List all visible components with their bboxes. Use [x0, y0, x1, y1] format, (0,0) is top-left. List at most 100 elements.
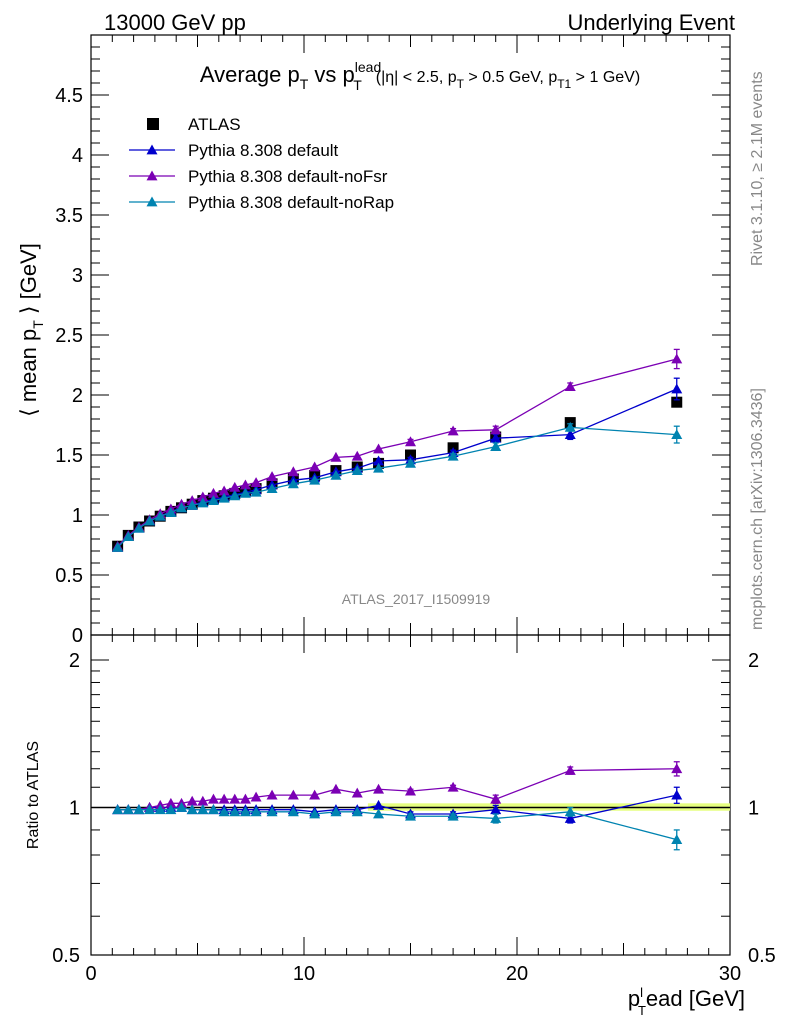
data-point — [287, 466, 299, 477]
data-point — [266, 483, 278, 493]
data-point — [207, 487, 219, 498]
analysis-watermark: ATLAS_2017_I1509919 — [342, 591, 491, 607]
data-point — [309, 461, 321, 472]
data-point — [564, 806, 576, 817]
data-point — [250, 806, 262, 817]
header-left: 13000 GeV pp — [104, 10, 246, 35]
data-point — [229, 481, 241, 492]
y-label-sub: T — [30, 320, 46, 329]
data-point — [287, 478, 299, 489]
data-point — [133, 804, 145, 815]
title-sup-b: lead — [355, 59, 381, 75]
x-tick-label: 0 — [85, 963, 96, 985]
y-tick-label: 4 — [72, 145, 83, 167]
data-point — [207, 495, 219, 505]
tick-labels: 0 10 20 3000.511.522.533.544.50.5 0.51 12 2 — [52, 85, 776, 985]
title-main-b: vs p — [308, 62, 354, 87]
data-point — [239, 479, 251, 490]
ratio-y-tick-label: 0.5 — [52, 945, 80, 967]
series-line — [117, 388, 678, 548]
plot-title: Average pT vs plead T (|η| < 2.5, pT > 0.5… — [200, 59, 640, 93]
ratio-y-tick-label: 2 — [69, 650, 80, 672]
y-tick-label: 2.5 — [55, 325, 83, 347]
data-point — [671, 763, 683, 774]
data-point — [207, 804, 219, 815]
data-point — [266, 806, 278, 817]
data-point — [373, 799, 385, 810]
cuts-a: (|η| < 2.5, p — [376, 69, 457, 86]
data-point — [447, 810, 459, 821]
data-point — [197, 804, 209, 815]
x-tick-label: 20 — [506, 963, 528, 985]
legend-marker — [146, 170, 158, 181]
main-panel-frame — [90, 34, 731, 636]
data-point — [671, 789, 683, 800]
title-sub-b: T — [353, 77, 362, 93]
mcplots-label: mcplots.cern.ch [arXiv:1306.3436] — [749, 388, 766, 630]
data-point — [266, 789, 278, 800]
y-tick-label: 1.5 — [55, 445, 83, 467]
data-point — [287, 789, 299, 800]
data-point — [229, 490, 241, 501]
data-point — [490, 793, 502, 804]
legend-label: Pythia 8.308 default-noRap — [188, 193, 394, 212]
data-point — [144, 515, 156, 526]
axis-ticks — [90, 35, 731, 956]
data-point — [250, 477, 262, 487]
data-point — [405, 810, 416, 821]
ratio-y-tick-label: 1 — [69, 798, 80, 820]
data-point — [564, 381, 576, 391]
data-point — [250, 791, 262, 802]
x-label-rest: ead [GeV] — [646, 986, 745, 1011]
ratio-y-tick-label-right: 1 — [748, 798, 759, 820]
data-point — [186, 795, 198, 806]
data-point — [197, 795, 209, 806]
series-pythia-8-308-default-norap — [112, 421, 683, 552]
data-point — [207, 793, 219, 804]
data-point — [373, 808, 385, 819]
data-point — [197, 491, 209, 502]
data-point — [218, 793, 230, 804]
data-point — [229, 806, 241, 817]
legend-label: Pythia 8.308 default-noFsr — [188, 167, 388, 186]
data-point — [405, 436, 416, 447]
data-point — [250, 486, 262, 497]
data-point — [373, 443, 385, 454]
data-point — [197, 497, 209, 508]
data-point — [165, 507, 177, 517]
data-point — [122, 531, 134, 541]
data-point — [218, 485, 230, 496]
data-point — [373, 462, 385, 473]
data-point — [490, 432, 502, 443]
data-point — [447, 425, 459, 436]
x-label-sup: l — [640, 985, 643, 1000]
data-series — [112, 348, 683, 851]
data-point — [373, 783, 385, 794]
data-point — [564, 429, 576, 439]
data-point — [330, 469, 342, 480]
data-point — [239, 487, 251, 498]
cuts-sub-b: T1 — [557, 77, 571, 91]
data-point — [112, 541, 124, 552]
data-point — [671, 353, 683, 364]
data-point — [239, 793, 251, 804]
data-point — [330, 783, 342, 794]
data-point — [229, 793, 241, 804]
title-sub-a: T — [300, 76, 309, 92]
legend: ATLAS Pythia 8.308 default Pythia 8.308 de… — [129, 115, 394, 212]
data-point — [671, 429, 683, 439]
ratio-y-label: Ratio to ATLAS — [25, 741, 42, 849]
y-tick-label: 3 — [72, 265, 83, 287]
data-point — [405, 457, 416, 468]
data-point — [671, 396, 683, 408]
legend-marker — [147, 118, 159, 130]
data-point — [671, 383, 683, 394]
title-main-a: Average p — [200, 62, 300, 87]
x-label-p: p — [628, 986, 640, 1011]
ratio-y-tick-label-right: 0.5 — [748, 945, 776, 967]
data-point — [564, 812, 576, 823]
data-point — [218, 492, 230, 503]
data-point — [351, 450, 363, 461]
legend-label: ATLAS — [188, 115, 241, 134]
y-tick-label: 1 — [72, 505, 83, 527]
